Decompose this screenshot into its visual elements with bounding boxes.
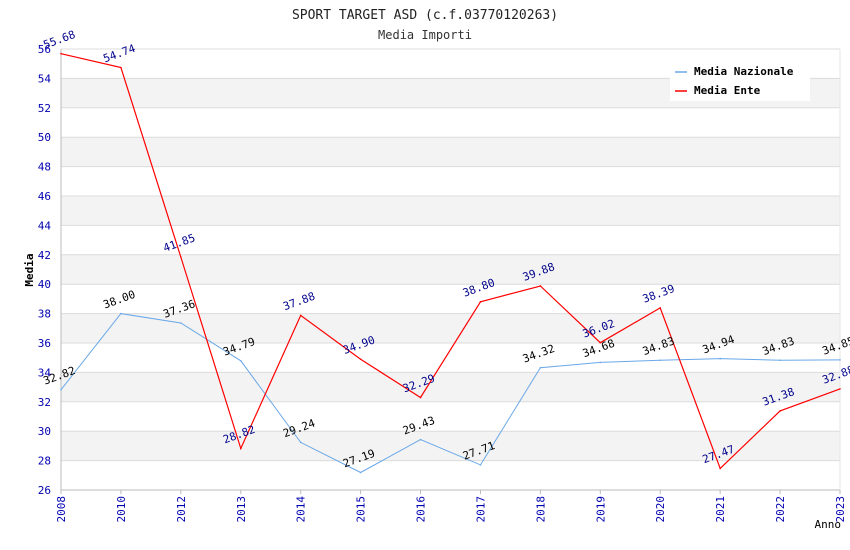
x-tick-label: 2014: [295, 496, 308, 523]
data-point: [359, 471, 362, 474]
data-point: [120, 66, 122, 69]
x-tick-label: 2021: [714, 496, 727, 523]
x-tick-label: 2013: [235, 496, 248, 523]
y-tick-label: 52: [38, 102, 51, 115]
y-tick-labels: 26 28 30 32 34 36 38 40 42 44 46 48 50 52 54 56: [38, 43, 52, 497]
band-44: [61, 196, 840, 226]
data-point: [839, 359, 841, 361]
data-point: [479, 301, 482, 303]
x-tick-label: 2018: [534, 496, 547, 523]
y-tick-label: 32: [38, 396, 51, 409]
series-line-media-ente: [60, 53, 841, 470]
data-point: [659, 359, 662, 361]
y-tick-label: 44: [38, 219, 52, 232]
band-48: [61, 137, 840, 167]
data-point: [180, 322, 182, 324]
data-point: [659, 307, 662, 309]
x-tick-label: 2016: [415, 496, 428, 523]
data-point: [539, 366, 542, 369]
y-tick-label: 54: [38, 72, 52, 85]
data-point: [779, 359, 781, 361]
band-36: [61, 313, 840, 343]
data-point: [239, 447, 242, 450]
band-30: [61, 401, 840, 432]
axes: [60, 49, 841, 494]
y-tick-label: 26: [38, 484, 51, 497]
x-axis-label: Anno: [815, 518, 842, 531]
data-point: [839, 388, 841, 390]
series-line-media-nazionale: [60, 313, 841, 474]
y-tick-label: 42: [38, 249, 51, 262]
legend-box: [670, 60, 810, 101]
y-tick-label: 48: [38, 161, 51, 174]
x-tick-label: 2012: [175, 496, 188, 523]
data-point: [719, 467, 721, 470]
x-tick-label: 2008: [55, 496, 68, 523]
legend: Media Nazionale Media Ente: [670, 60, 810, 101]
band-26: [61, 460, 840, 490]
data-point: [419, 396, 422, 399]
band-42: [61, 225, 840, 255]
background-bands: [61, 49, 840, 490]
band-46: [61, 166, 840, 196]
band-50: [61, 107, 840, 138]
data-point: [299, 441, 302, 444]
y-tick-label: 46: [38, 190, 51, 203]
data-point: [479, 464, 482, 466]
band-32: [61, 372, 840, 402]
chart-title: SPORT TARGET ASD (c.f.03770120263): [292, 8, 558, 23]
y-tick-label: 50: [38, 131, 51, 144]
legend-label-ente: Media Ente: [694, 84, 761, 97]
y-tick-label: 36: [38, 337, 51, 350]
x-tick-label: 2010: [115, 496, 128, 523]
band-28: [61, 431, 840, 461]
x-tick-label: 2019: [594, 496, 607, 523]
series-lines: [60, 52, 841, 474]
x-tick-label: 2015: [355, 496, 368, 523]
y-axis-label: Media: [23, 253, 36, 286]
data-point: [299, 314, 302, 317]
data-point: [120, 312, 122, 315]
y-tick-label: 30: [38, 425, 51, 438]
data-point: [359, 358, 362, 360]
y-tick-label: 34: [38, 366, 52, 379]
data-point: [239, 359, 242, 362]
data-label: 55.68: [42, 28, 78, 52]
x-tick-label: 2022: [774, 496, 787, 523]
data-point: [539, 285, 542, 287]
x-tick-labels: 2008 2010 2012 2013 2014 2015 2016 2017 2018 2019…: [55, 496, 847, 523]
x-tick-label: 2020: [654, 496, 667, 523]
y-tick-label: 56: [38, 43, 51, 56]
data-point: [60, 388, 62, 391]
x-tick-label: 2023: [834, 496, 847, 523]
data-point: [180, 256, 182, 258]
data-point: [599, 341, 602, 344]
y-tick-label: 38: [38, 308, 51, 321]
chart-subtitle: Media Importi: [378, 28, 472, 42]
data-point: [419, 438, 422, 441]
data-point: [60, 52, 62, 55]
data-point: [719, 357, 721, 360]
data-point: [779, 410, 781, 412]
band-40: [61, 254, 840, 285]
y-tick-label: 28: [38, 455, 51, 468]
y-tick-label: 40: [38, 278, 51, 291]
data-point: [599, 361, 602, 364]
legend-label-nazionale: Media Nazionale: [694, 65, 794, 78]
band-34: [61, 343, 840, 373]
x-tick-label: 2017: [474, 496, 487, 523]
